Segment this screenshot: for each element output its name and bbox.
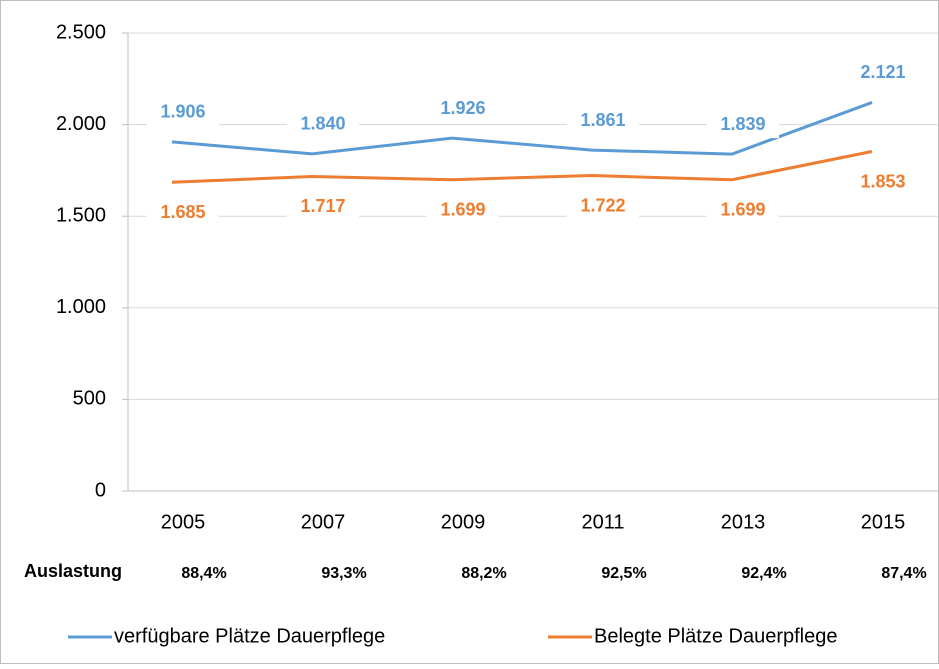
series-line	[171, 150, 873, 184]
data-label-bg	[427, 197, 499, 224]
data-label-bg	[147, 99, 219, 126]
x-tick-label: 2005	[161, 511, 206, 533]
data-label-bg	[287, 111, 359, 138]
utilization-value: 88,2%	[461, 565, 506, 582]
data-label: 1.839	[720, 114, 765, 134]
data-label: 1.840	[300, 114, 345, 134]
data-label-bg	[847, 169, 919, 196]
y-tick-label: 1.500	[56, 204, 106, 226]
data-label: 1.717	[300, 196, 345, 216]
y-tick-label: 2.000	[56, 113, 106, 135]
y-tick-label: 500	[73, 388, 106, 410]
x-tick-label: 2015	[861, 511, 906, 533]
data-label: 1.861	[580, 110, 625, 130]
utilization-value: 92,5%	[601, 565, 646, 582]
data-label-bg	[287, 194, 359, 221]
data-label: 1.853	[860, 171, 905, 191]
data-label: 1.906	[160, 102, 205, 122]
data-label-bg	[147, 200, 219, 227]
utilization-value: 88,4%	[181, 565, 226, 582]
data-label: 1.699	[720, 199, 765, 219]
x-tick-label: 2009	[441, 511, 486, 533]
data-label: 1.722	[580, 195, 625, 215]
series-line	[171, 101, 873, 156]
legend-label: verfügbare Plätze Dauerpflege	[114, 625, 385, 647]
y-tick-label: 2.500	[56, 21, 106, 43]
utilization-label: Auslastung	[24, 561, 122, 581]
data-label: 1.685	[160, 202, 205, 222]
legend-label: Belegte Plätze Dauerpflege	[594, 625, 838, 647]
data-label: 1.926	[440, 98, 485, 118]
data-label-bg	[707, 112, 779, 139]
x-tick-label: 2013	[721, 511, 766, 533]
data-label-bg	[567, 193, 639, 220]
data-label-bg	[567, 108, 639, 135]
utilization-value: 92,4%	[741, 565, 786, 582]
data-label-bg	[847, 60, 919, 87]
data-label-bg	[707, 197, 779, 224]
utilization-value: 93,3%	[321, 565, 366, 582]
data-label: 2.121	[860, 62, 905, 82]
x-tick-label: 2007	[301, 511, 346, 533]
y-tick-label: 1.000	[56, 296, 106, 318]
x-tick-label: 2011	[581, 511, 624, 533]
y-tick-label: 0	[95, 479, 106, 501]
utilization-value: 87,4%	[881, 565, 926, 582]
data-label-bg	[427, 96, 499, 123]
data-label: 1.699	[440, 199, 485, 219]
